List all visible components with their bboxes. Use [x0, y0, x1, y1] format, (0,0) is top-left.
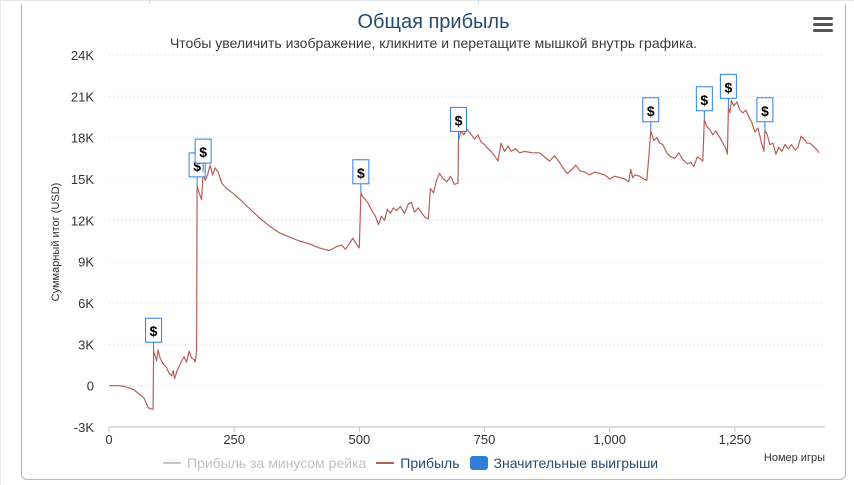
big-win-marker[interactable]: $: [642, 97, 660, 131]
legend-profit-swatch: [376, 462, 395, 464]
chart-title: Общая прибыль: [357, 11, 510, 33]
y-tick-label: 12K: [71, 213, 94, 228]
x-axis-tick-labels: 0 250 500 750 1,000 1,250: [105, 427, 751, 447]
big-win-marker[interactable]: $: [719, 73, 737, 108]
legend-rake-swatch: [163, 462, 181, 464]
y-axis-title: Суммарный итог (USD): [50, 182, 62, 302]
y-tick-label: 9K: [78, 255, 94, 270]
legend-item-profit[interactable]: Прибыль: [376, 455, 460, 471]
big-win-marker[interactable]: $: [695, 86, 713, 120]
legend-item-big-wins[interactable]: Значительные выигрыши: [469, 455, 659, 471]
svg-text:$: $: [199, 144, 207, 160]
big-win-marker[interactable]: $: [449, 106, 467, 141]
legend-profit-label: Прибыль: [400, 455, 460, 471]
legend-big-wins-label: Значительные выигрыши: [493, 455, 659, 471]
svg-text:$: $: [357, 165, 365, 181]
page-top-rule: [0, 0, 854, 5]
y-tick-label: -3K: [74, 420, 95, 435]
big-win-marker[interactable]: $: [145, 317, 163, 352]
big-win-marker[interactable]: $: [352, 159, 370, 193]
legend-big-wins-swatch: [469, 456, 488, 470]
svg-text:$: $: [700, 92, 708, 108]
svg-text:$: $: [193, 158, 201, 174]
big-win-marker[interactable]: $: [756, 97, 774, 131]
x-tick-label: 250: [223, 432, 245, 447]
x-tick-label: 1,250: [719, 432, 752, 447]
x-tick-label: 500: [348, 432, 370, 447]
y-tick-label: 15K: [71, 172, 94, 187]
x-axis-title: Номер игры: [763, 452, 825, 464]
svg-text:$: $: [150, 323, 158, 339]
top-tick: [149, 0, 150, 4]
legend-item-rake[interactable]: Прибыль за минусом рейка: [163, 455, 366, 471]
legend-rake-label: Прибыль за минусом рейка: [187, 455, 367, 471]
y-axis-tick-labels: -3K 0 3K 6K 9K 12K 15K 18K 21K 24K: [71, 48, 94, 435]
gridlines: [109, 54, 825, 387]
svg-text:$: $: [761, 103, 769, 119]
page-left-edge: [0, 0, 1, 485]
big-win-markers: $$$$$$$$$: [145, 73, 774, 352]
y-tick-label: 21K: [71, 89, 94, 104]
y-tick-label: 18K: [71, 131, 94, 146]
y-tick-label: 24K: [71, 48, 94, 63]
svg-text:$: $: [455, 112, 463, 128]
legend: Прибыль за минусом рейка Прибыль Значите…: [163, 453, 668, 473]
svg-text:$: $: [647, 103, 655, 119]
y-tick-label: 0: [87, 379, 94, 394]
chart-container: [21, 4, 846, 480]
svg-text:$: $: [724, 79, 732, 95]
big-win-marker[interactable]: $: [194, 138, 212, 173]
series-profit-line[interactable]: [109, 99, 820, 410]
top-tick: [478, 0, 479, 4]
y-tick-label: 3K: [78, 337, 94, 352]
hamburger-menu-icon[interactable]: [810, 14, 836, 36]
y-tick-label: 6K: [78, 296, 94, 311]
chart-subtitle: Чтобы увеличить изображение, кликните и …: [169, 35, 698, 51]
x-tick-label: 750: [474, 432, 496, 447]
x-tick-label: 0: [105, 432, 112, 447]
x-tick-label: 1,000: [593, 432, 626, 447]
